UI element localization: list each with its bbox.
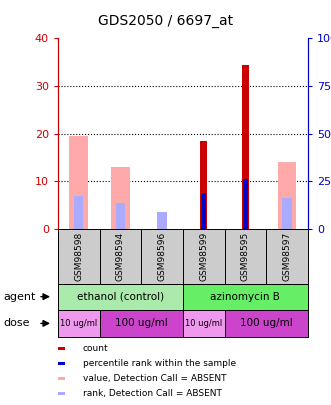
Bar xyxy=(183,310,224,337)
Text: GSM98594: GSM98594 xyxy=(116,232,125,281)
Bar xyxy=(111,167,130,229)
Bar xyxy=(58,362,65,365)
Bar xyxy=(74,196,83,229)
Bar xyxy=(116,202,125,229)
Text: agent: agent xyxy=(3,292,36,302)
Text: GSM98595: GSM98595 xyxy=(241,232,250,281)
Bar xyxy=(58,377,65,380)
Bar xyxy=(282,198,292,229)
Bar xyxy=(158,212,166,229)
Bar xyxy=(242,65,249,229)
Text: percentile rank within the sample: percentile rank within the sample xyxy=(83,359,236,368)
Bar xyxy=(58,347,65,350)
Text: GSM98597: GSM98597 xyxy=(282,232,292,281)
Bar xyxy=(58,284,183,310)
Bar xyxy=(100,310,183,337)
Text: 100 ug/ml: 100 ug/ml xyxy=(115,318,167,328)
Text: ethanol (control): ethanol (control) xyxy=(77,292,164,302)
Bar xyxy=(58,392,65,395)
Text: GSM98598: GSM98598 xyxy=(74,232,83,281)
Text: GSM98596: GSM98596 xyxy=(158,232,166,281)
Bar xyxy=(58,310,100,337)
Bar xyxy=(278,162,296,229)
Text: count: count xyxy=(83,344,109,353)
Text: value, Detection Call = ABSENT: value, Detection Call = ABSENT xyxy=(83,374,226,383)
Bar xyxy=(201,193,206,229)
Text: 10 ug/ml: 10 ug/ml xyxy=(60,319,97,328)
Bar xyxy=(183,284,308,310)
Text: 100 ug/ml: 100 ug/ml xyxy=(240,318,293,328)
Bar xyxy=(70,136,88,229)
Text: GSM98599: GSM98599 xyxy=(199,232,208,281)
Bar xyxy=(200,141,208,229)
Bar xyxy=(243,179,248,229)
Text: azinomycin B: azinomycin B xyxy=(211,292,280,302)
Text: GDS2050 / 6697_at: GDS2050 / 6697_at xyxy=(98,14,233,28)
Text: rank, Detection Call = ABSENT: rank, Detection Call = ABSENT xyxy=(83,389,222,398)
Text: dose: dose xyxy=(3,318,30,328)
Bar xyxy=(224,310,308,337)
Text: 10 ug/ml: 10 ug/ml xyxy=(185,319,222,328)
